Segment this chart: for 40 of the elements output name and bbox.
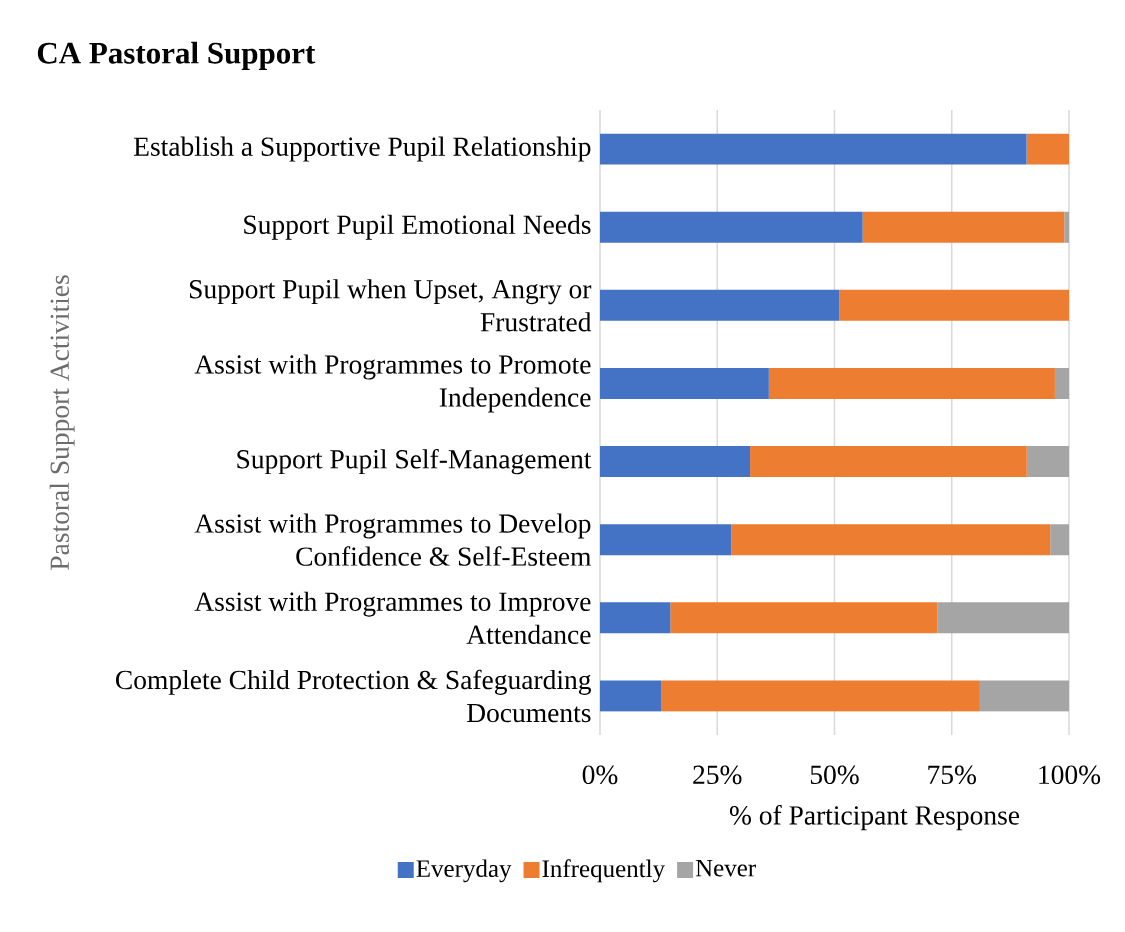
bar <box>862 211 1065 243</box>
y-tick-label: Support Pupil Emotional Needs <box>244 214 591 240</box>
x-tick-label: 75% <box>928 765 976 785</box>
bar <box>731 524 1051 556</box>
bar <box>600 446 751 478</box>
bar <box>1026 133 1069 165</box>
bar <box>937 602 1069 634</box>
y-tick-label: Assist with Programmes to Promote Independence <box>194 354 591 413</box>
bar <box>1026 446 1069 478</box>
x-axis-title: % of Participant Response <box>729 805 1020 831</box>
y-axis-title: Pastoral Support Activities <box>49 275 75 570</box>
y-tick-label: Support Pupil when Upset, Angry or Frustrated <box>189 279 592 332</box>
bar <box>600 367 769 399</box>
text: CA Pastoral Support <box>37 41 316 70</box>
bar <box>600 211 863 243</box>
bar <box>600 133 1027 165</box>
y-tick-label: Support Pupil Self-Management <box>237 448 592 475</box>
bar <box>979 680 1069 712</box>
bar <box>600 524 732 556</box>
x-tick-label: 50% <box>810 765 859 785</box>
legend-label: Infrequently <box>542 859 666 883</box>
bar <box>1054 367 1069 399</box>
y-tick-label: Assist with Programmes to Improve Attendance <box>194 591 591 644</box>
y-tick-label: Establish a Supportive Pupil Relationship <box>133 136 591 162</box>
y-tick-label: Assist with Programmes to Develop Confidence & Self-Esteem <box>194 513 592 566</box>
bar <box>839 289 1069 321</box>
bar <box>670 602 938 634</box>
bar <box>750 446 1027 478</box>
x-tick-label: 0% <box>582 765 618 785</box>
bar <box>600 289 840 321</box>
x-tick-label: 100% <box>1039 765 1101 785</box>
bar <box>660 680 980 712</box>
legend-label: Everyday <box>416 859 512 883</box>
bar <box>600 680 661 712</box>
bar <box>1050 524 1069 556</box>
bar <box>768 367 1055 399</box>
x-tick-label: 25% <box>693 765 742 785</box>
legend-label: Never <box>695 859 756 877</box>
y-tick-label: Complete Child Protection & Safeguarding Documents <box>116 669 591 723</box>
bar <box>600 602 671 634</box>
